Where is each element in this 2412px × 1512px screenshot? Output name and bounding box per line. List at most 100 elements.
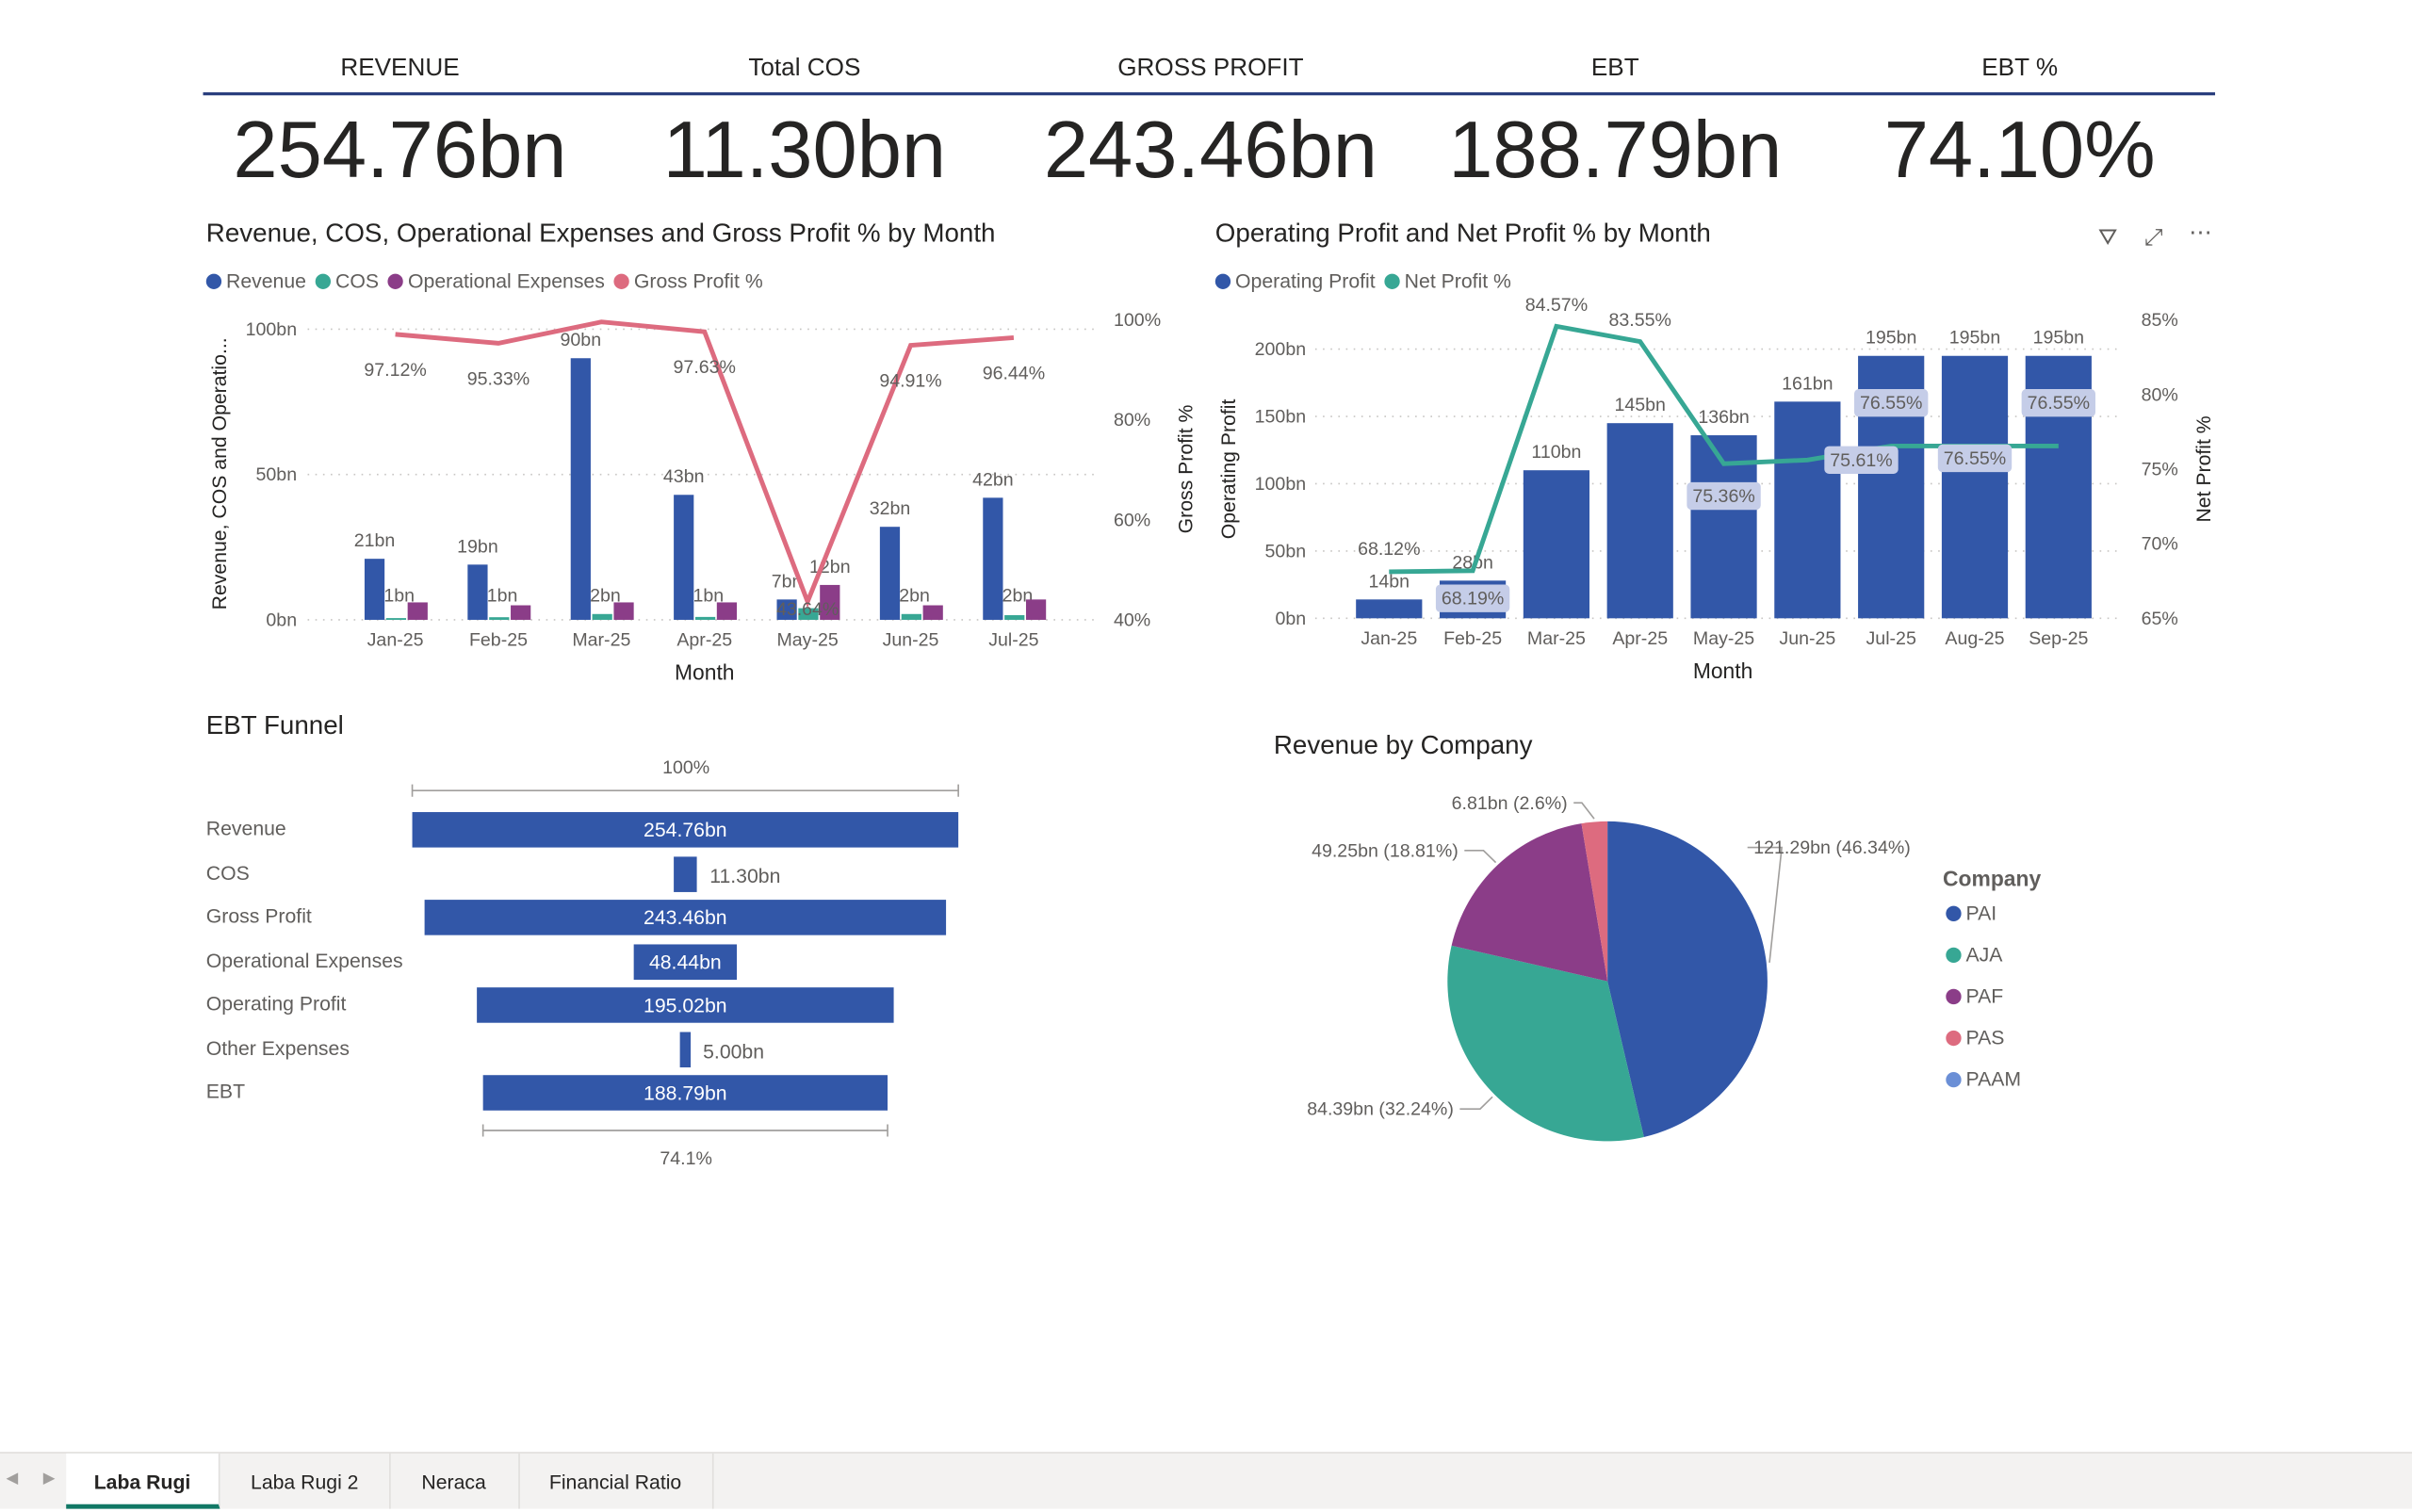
data-label: 12bn — [809, 557, 851, 577]
bar-operational-expenses[interactable] — [716, 602, 738, 620]
funnel-title: EBT Funnel — [205, 710, 344, 740]
line-data-label: 43.64% — [776, 599, 839, 620]
line-data-label: 96.44% — [983, 364, 1045, 384]
x-tick-label: Jan-25 — [1361, 628, 1417, 649]
kpi-divider — [203, 91, 2216, 96]
line-data-label: 97.12% — [364, 360, 426, 381]
bar-cos[interactable] — [901, 613, 921, 620]
tab-financial-ratio[interactable]: Financial Ratio — [518, 1453, 714, 1509]
bar-cos[interactable] — [592, 613, 612, 620]
legend-dot-icon — [1946, 947, 1962, 964]
kpi-title: GROSS PROFIT — [1117, 55, 1304, 82]
pie-slice-aja[interactable] — [1447, 945, 1644, 1142]
funnel-bottom-percent: 74.1% — [660, 1148, 712, 1169]
legend-item[interactable]: Revenue — [205, 268, 306, 293]
bar-operating-profit[interactable] — [1941, 355, 2009, 619]
legend-item[interactable]: Gross Profit % — [613, 269, 763, 292]
line-data-label: 76.55% — [2028, 393, 2090, 414]
funnel-bar[interactable]: 254.76bn — [412, 812, 959, 848]
pie-slice-paf[interactable] — [1451, 823, 1608, 982]
pie-leader-line — [1573, 802, 1595, 820]
funnel-bar[interactable]: 48.44bn — [633, 943, 738, 980]
bar-revenue[interactable] — [776, 599, 797, 620]
data-label: 32bn — [870, 498, 911, 519]
bar-revenue[interactable] — [570, 358, 591, 620]
pie-legend-item[interactable]: PAAM — [1946, 1067, 2021, 1091]
x-tick-label: Apr-25 — [676, 630, 732, 651]
funnel-bar[interactable]: 243.46bn — [424, 900, 947, 935]
data-label: 7bn — [772, 571, 803, 592]
data-label: 161bn — [1782, 373, 1833, 394]
tab-laba-rugi-2[interactable]: Laba Rugi 2 — [220, 1453, 391, 1509]
bar-cos[interactable] — [385, 618, 407, 620]
y2-tick-label: 40% — [1114, 610, 1150, 630]
line-data-label: 76.55% — [1944, 448, 2006, 469]
bar-revenue[interactable] — [364, 559, 385, 620]
bar-operational-expenses[interactable] — [1025, 599, 1047, 620]
legend-item[interactable]: Operational Expenses — [387, 269, 605, 292]
tab-scroll-right-icon[interactable]: ▶ — [42, 1470, 56, 1488]
bar-operating-profit[interactable] — [1606, 423, 1673, 619]
pie-slice-pas[interactable] — [1581, 821, 1608, 982]
pie-legend-item[interactable]: PAF — [1946, 984, 2003, 1007]
tab-laba-rugi[interactable]: Laba Rugi — [66, 1453, 220, 1509]
bar-operating-profit[interactable] — [1774, 401, 1841, 619]
legend-dot-icon — [1946, 1071, 1962, 1088]
kpi-title: EBT % — [1981, 55, 2059, 82]
gross-profit-line[interactable] — [395, 319, 1015, 609]
pie-data-label: 84.39bn (32.24%) — [1307, 1099, 1454, 1120]
funnel-top-percent: 100% — [662, 757, 709, 778]
y2-tick-label: 80% — [1114, 410, 1150, 431]
bar-operational-expenses[interactable] — [407, 602, 428, 620]
funnel-value-label: 11.30bn — [709, 863, 781, 887]
pie-legend-item[interactable]: PAS — [1946, 1026, 2004, 1049]
funnel-bar[interactable]: 195.02bn — [476, 987, 895, 1023]
bar-operating-profit[interactable] — [1356, 599, 1423, 619]
y-tick-label: 50bn — [256, 464, 298, 485]
bar-operating-profit[interactable] — [1523, 470, 1590, 619]
tab-scroll-left-icon[interactable]: ◀ — [6, 1470, 19, 1488]
pie-legend-item[interactable]: PAI — [1946, 902, 1996, 924]
bar-cos[interactable] — [1004, 615, 1025, 620]
y2-tick-label: 65% — [2142, 609, 2178, 629]
x-tick-label: Feb-25 — [469, 630, 528, 651]
bar-operational-expenses[interactable] — [511, 605, 531, 620]
x-tick-label: Jun-25 — [1779, 628, 1835, 649]
legend-label: Net Profit % — [1404, 268, 1511, 293]
funnel-bar[interactable]: 188.79bn — [482, 1075, 888, 1111]
bar-cos[interactable] — [694, 616, 716, 620]
bar-operational-expenses[interactable] — [922, 605, 943, 620]
focus-mode-icon[interactable]: ⤢ — [2143, 224, 2163, 252]
y2-tick-label: 80% — [2142, 384, 2178, 405]
bar-revenue[interactable] — [674, 495, 694, 620]
legend-item[interactable]: Net Profit % — [1384, 268, 1511, 293]
legend-item[interactable]: Operating Profit — [1214, 269, 1376, 292]
bar-cos[interactable] — [798, 608, 819, 620]
bar-revenue[interactable] — [983, 497, 1003, 620]
data-label-background — [1824, 446, 1899, 474]
bar-operational-expenses[interactable] — [613, 602, 634, 620]
legend-label: Revenue — [225, 268, 306, 293]
bar-cos[interactable] — [489, 617, 510, 620]
x-tick-label: Mar-25 — [572, 630, 630, 651]
bar-operational-expenses[interactable] — [820, 584, 840, 620]
funnel-bar[interactable] — [673, 855, 698, 892]
x-tick-label: Mar-25 — [1527, 628, 1586, 649]
filter-icon[interactable]: ⛛ — [2097, 224, 2118, 252]
legend-dot-icon — [1946, 905, 1962, 921]
data-label: 145bn — [1615, 395, 1666, 415]
y-tick-label: 0bn — [1275, 609, 1306, 629]
more-options-icon[interactable]: ⋯ — [2189, 219, 2212, 247]
bar-revenue[interactable] — [467, 564, 488, 620]
y-axis-title-secondary: Gross Profit % — [1175, 404, 1197, 533]
pie-legend-item[interactable]: AJA — [1946, 943, 2002, 966]
y-axis-title: Revenue, COS and Operatio... — [209, 337, 231, 610]
tab-neraca[interactable]: Neraca — [389, 1453, 520, 1509]
pie-slice-pai[interactable] — [1607, 821, 1768, 1137]
funnel-bar[interactable] — [679, 1031, 692, 1067]
line-data-label: 95.33% — [467, 368, 530, 389]
data-label-background — [1937, 444, 2013, 473]
bar-revenue[interactable] — [879, 527, 901, 620]
legend-item[interactable]: COS — [315, 269, 379, 292]
